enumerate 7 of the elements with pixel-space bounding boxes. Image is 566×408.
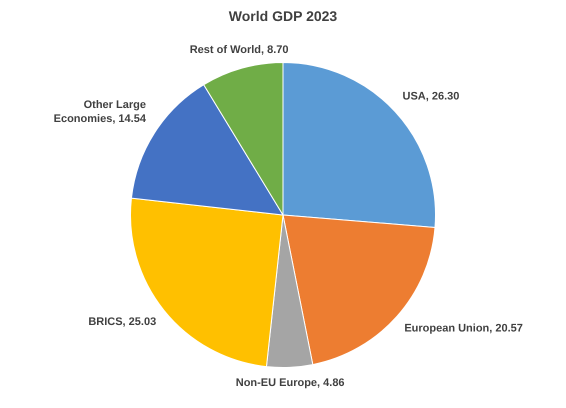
slice-label: BRICS, 25.03 xyxy=(88,316,156,328)
slice-label: Non-EU Europe, 4.86 xyxy=(236,376,345,389)
slice-label: Rest of World, 8.70 xyxy=(190,44,289,56)
chart-title: World GDP 2023 xyxy=(228,8,338,24)
slice-label: Other Large Economies, 14.54 xyxy=(54,99,147,126)
slice-label: European Union, 20.57 xyxy=(404,322,523,335)
slice-label: USA, 26.30 xyxy=(402,90,460,102)
